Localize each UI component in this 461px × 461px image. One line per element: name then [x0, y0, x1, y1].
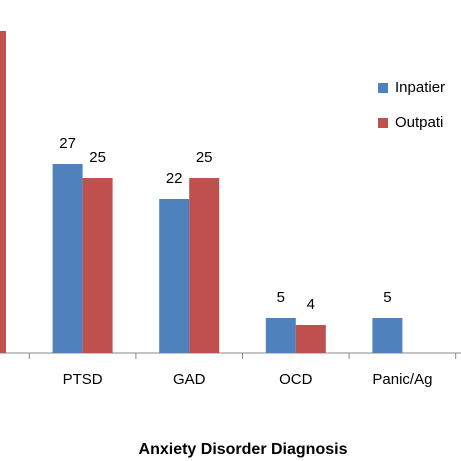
bar [82, 178, 113, 353]
chart-title: Anxiety Disorder Diagnosis [139, 441, 348, 458]
legend-label: Outpati [395, 114, 443, 131]
legend-swatch [378, 118, 388, 128]
bar [0, 31, 6, 353]
value-label: 22 [166, 170, 183, 187]
value-label: 4 [307, 296, 315, 313]
legend-label: Inpatier [395, 79, 445, 96]
x-tick-label: GAD [173, 371, 206, 388]
value-label: 25 [196, 149, 213, 166]
bar [265, 318, 296, 353]
bar [295, 325, 326, 353]
x-tick-label: Panic/Ag [372, 371, 432, 388]
legend-swatch [378, 83, 388, 93]
bar [159, 199, 190, 353]
x-tick-label: PTSD [63, 371, 103, 388]
bar [372, 318, 403, 353]
value-label: 27 [59, 135, 76, 152]
value-label: 25 [89, 149, 106, 166]
bar [189, 178, 220, 353]
value-label: 5 [383, 289, 391, 306]
bar [52, 164, 83, 353]
value-label: 5 [277, 289, 285, 306]
x-tick-label: OCD [279, 371, 313, 388]
